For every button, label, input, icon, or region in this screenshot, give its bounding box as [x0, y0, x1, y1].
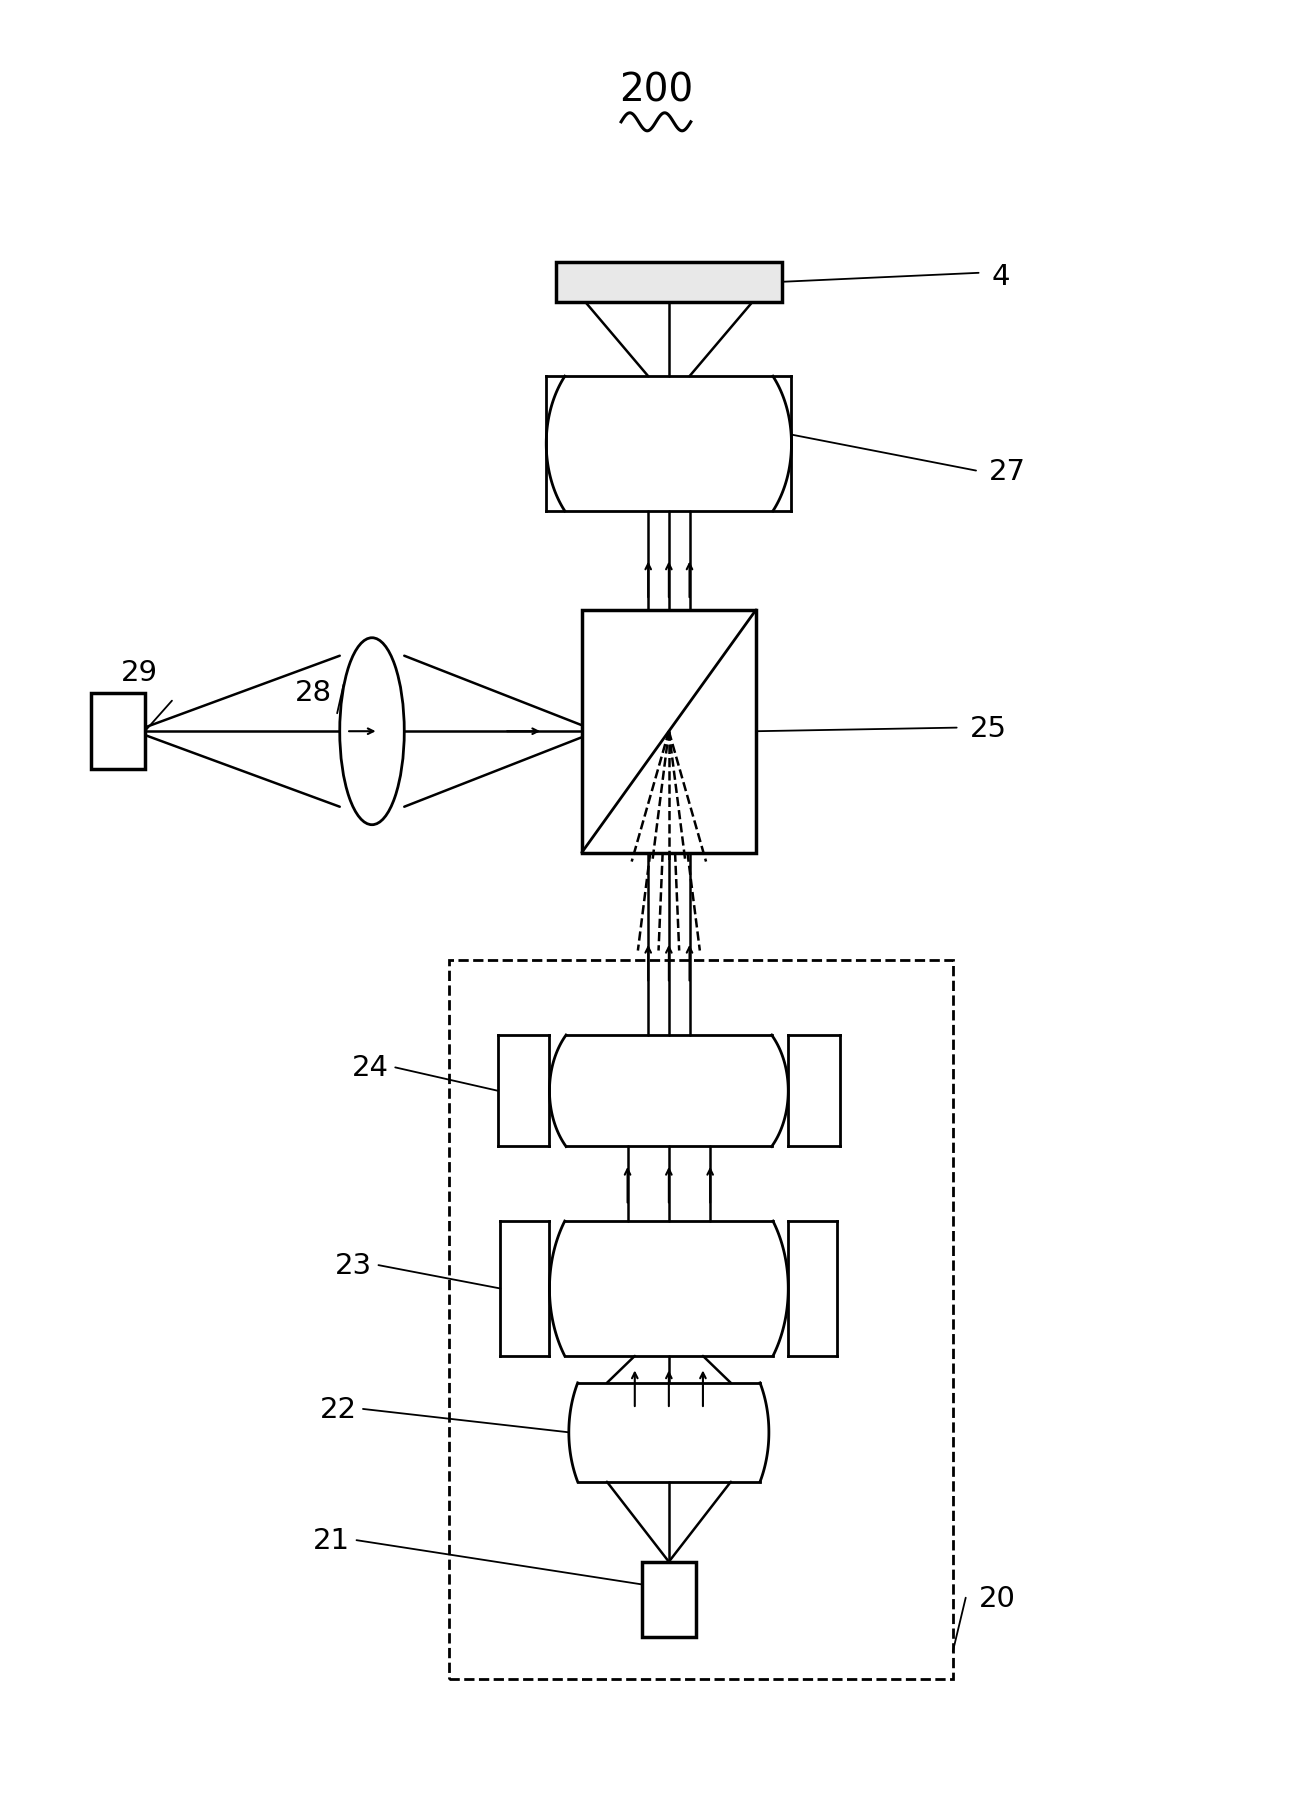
Bar [449, 960, 952, 1679]
Text: 24: 24 [352, 1054, 388, 1081]
Bar [582, 610, 756, 854]
Text: 27: 27 [989, 457, 1026, 486]
Text: 22: 22 [320, 1395, 356, 1422]
Text: 29: 29 [121, 659, 158, 688]
Text: 4: 4 [991, 264, 1011, 291]
Bar [91, 695, 145, 769]
Ellipse shape [340, 639, 404, 825]
Bar [642, 1561, 696, 1637]
Text: 25: 25 [969, 715, 1007, 742]
Text: 21: 21 [313, 1527, 349, 1554]
Text: 200: 200 [618, 72, 694, 110]
Text: 28: 28 [295, 679, 333, 706]
Text: 23: 23 [335, 1251, 372, 1280]
Bar [556, 264, 782, 303]
Text: 20: 20 [978, 1583, 1016, 1612]
